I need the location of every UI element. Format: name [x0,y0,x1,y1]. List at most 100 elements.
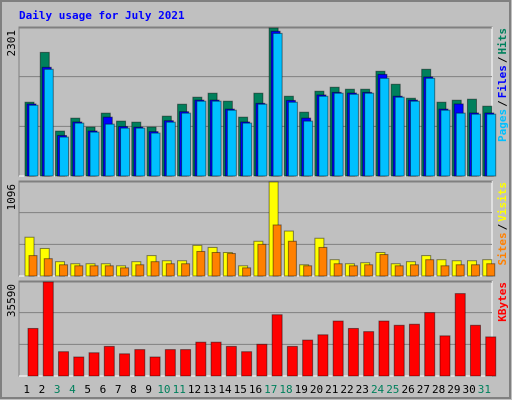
bar [378,320,390,377]
bar [242,267,252,277]
bar [409,264,419,277]
bar [408,323,420,377]
x-tick-label: 15 [234,383,247,396]
bar [89,131,100,177]
bar [257,243,267,277]
bar [28,255,38,277]
x-tick-label: 7 [115,383,122,396]
x-tick-label: 28 [432,383,445,396]
legend-entry: Pages [496,109,509,142]
bar [103,345,115,377]
bar [470,264,480,277]
bar [364,264,374,277]
x-tick-label: 16 [249,383,262,396]
bar [195,341,207,377]
bar [440,109,451,177]
bar [393,324,405,377]
bar [332,320,344,377]
x-tick-label: 11 [173,383,186,396]
x-tick-label: 6 [100,383,107,396]
bar [225,345,237,377]
legend-entry: Hits [496,28,509,55]
x-tick-label: 13 [203,383,216,396]
y-tick-label: 2301 [5,30,18,57]
x-tick-label: 10 [157,383,170,396]
bar [211,252,221,277]
x-tick-label: 14 [218,383,232,396]
legend-entry: Files [496,65,509,98]
bar [135,127,146,177]
chart-title: Daily usage for July 2021 [19,9,185,22]
bar [486,113,497,177]
bar [454,293,466,377]
bar [363,331,375,377]
x-tick-label: 26 [401,383,414,396]
x-tick-label: 21 [325,383,338,396]
x-tick-label: 8 [130,383,137,396]
bar [318,95,329,177]
bar [134,349,146,377]
bar [256,343,268,377]
bar [43,258,53,277]
bar [440,265,450,277]
bar [347,327,359,377]
bar [348,93,359,177]
x-tick-label: 3 [54,383,61,396]
bar [150,132,161,177]
bar [165,121,176,177]
bar [287,101,298,177]
bar [257,103,268,177]
bar [43,68,54,177]
bar [241,351,253,377]
bar [394,96,405,177]
x-tick-label: 9 [145,383,152,396]
bar [196,250,206,277]
x-tick-label: 22 [340,383,353,396]
x-tick-label: 23 [356,383,369,396]
bar [120,267,130,277]
x-tick-label: 29 [447,383,460,396]
bar [318,246,328,277]
bar [287,240,297,277]
bar [104,265,114,277]
bar [181,263,191,277]
bar [486,263,496,277]
bar [211,100,222,177]
bar [364,92,375,177]
bar [425,77,436,177]
bar [226,109,237,177]
x-tick-label: 19 [295,383,308,396]
bar [88,352,100,377]
x-tick-label: 18 [279,383,292,396]
bar [272,32,283,177]
x-tick-label: 1 [23,383,30,396]
bar [333,263,343,277]
bar [303,120,314,177]
bar [59,136,70,177]
bar [455,112,466,177]
x-tick-label: 27 [417,383,430,396]
x-tick-label: 25 [386,383,399,396]
bar [242,122,253,177]
x-tick-label: 5 [84,383,91,396]
y-tick-label: 1096 [5,184,18,211]
bar [379,254,389,277]
bar [394,265,404,277]
x-tick-label: 31 [478,383,491,396]
bar [439,335,451,377]
bar [27,327,39,377]
legend-separator: / [496,56,509,63]
bar [149,356,161,377]
y-tick-label: 35590 [5,284,18,317]
bar [42,281,54,377]
bar [348,265,358,277]
x-tick-label: 30 [462,383,475,396]
bar [470,113,481,177]
legend: KBytes [496,282,509,322]
x-tick-label: 20 [310,383,323,396]
bar [180,349,192,377]
bar [59,264,69,277]
bar [165,263,175,277]
